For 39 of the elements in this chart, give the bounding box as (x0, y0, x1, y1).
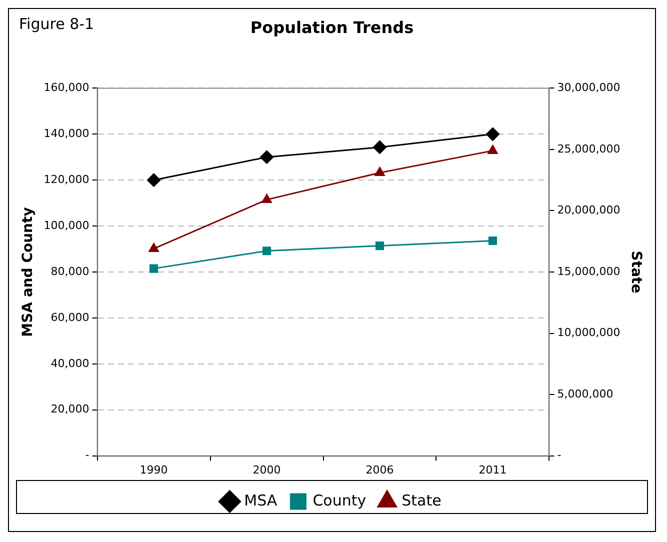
point (260, 150, 274, 164)
y-tick-label: 120,000 (44, 172, 90, 186)
y2-tick-label: 15,000,000 (557, 264, 620, 278)
point (372, 140, 386, 154)
point (488, 236, 498, 246)
point (486, 127, 500, 141)
y-tick-label: 40,000 (50, 356, 90, 370)
chart-title: Population Trends (250, 18, 414, 37)
legend-label: MSA (244, 491, 278, 510)
point (262, 246, 272, 256)
x-tick-label: 1990 (140, 463, 168, 476)
x-tick-label: 2000 (252, 463, 281, 476)
y2-tick-label: - (557, 448, 562, 462)
y-tick-label: 100,000 (44, 218, 90, 232)
point (149, 264, 158, 273)
y2-tick-label: 20,000,000 (557, 204, 620, 217)
caption: Figure 8-1 (19, 15, 94, 33)
y-tick-label: 60,000 (50, 310, 90, 324)
y2-tick-label: 30,000,000 (557, 81, 620, 94)
y-tick-label: 140,000 (44, 127, 90, 140)
y-tick-label: 80,000 (50, 264, 90, 278)
y-tick-label: 160,000 (44, 81, 90, 94)
legend-label: County (312, 491, 366, 510)
y-axis-title: MSA and County (20, 207, 36, 337)
y2-tick-label: 5,000,000 (557, 387, 614, 400)
point (147, 173, 161, 187)
x-tick-label: 2006 (366, 463, 394, 476)
legend-label: State (402, 491, 442, 510)
point (374, 167, 385, 176)
y2-tick-label: 25,000,000 (557, 142, 620, 156)
y-tick-label: 20,000 (50, 402, 90, 416)
point (375, 242, 384, 250)
y2-axis-title: State (628, 250, 644, 294)
point (262, 194, 272, 203)
point (148, 242, 159, 252)
y-tick-label: - (85, 448, 90, 462)
point (488, 144, 498, 154)
x-tick-label: 2011 (478, 463, 507, 476)
y2-tick-label: 10,000,000 (557, 326, 620, 340)
